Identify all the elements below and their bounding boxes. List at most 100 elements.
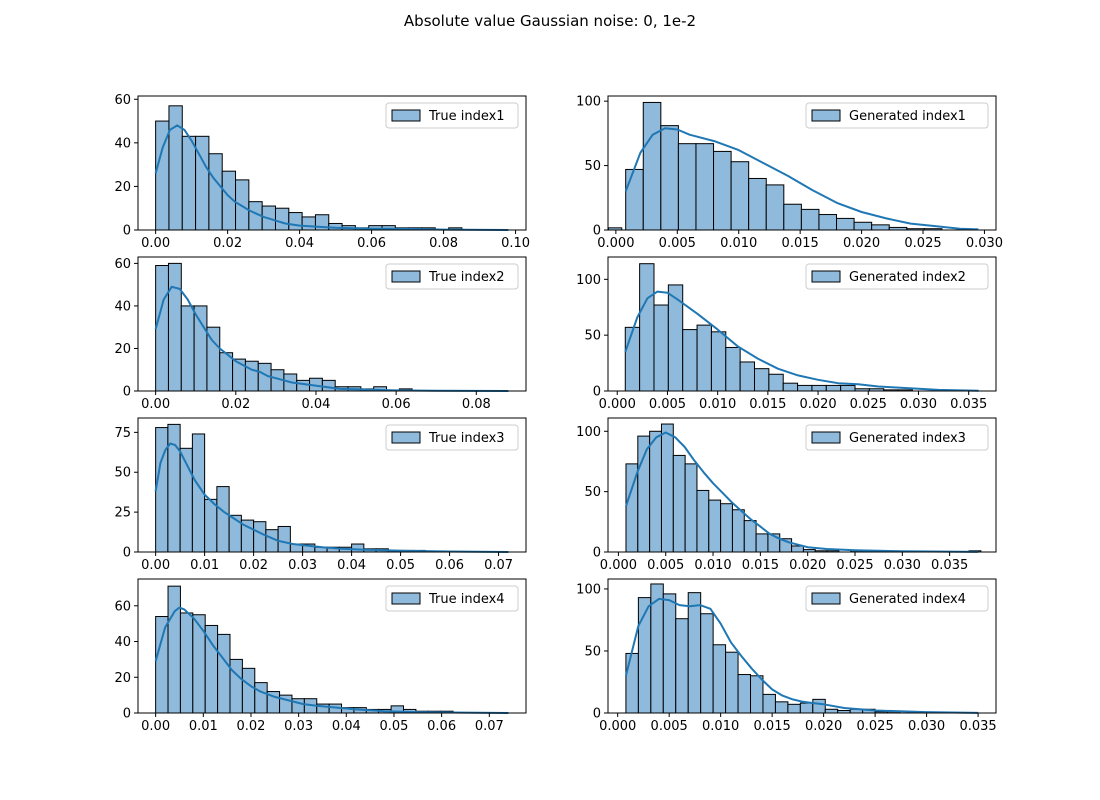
legend-label: Generated index1 (849, 109, 966, 124)
kde-line (154, 606, 509, 714)
histogram-bar (799, 702, 814, 714)
histogram-bar (179, 612, 194, 714)
histogram-bar (217, 633, 231, 714)
histogram-bar (254, 682, 268, 714)
histogram-bar (637, 435, 651, 553)
histogram-bar (204, 498, 218, 553)
histogram-bar (748, 177, 767, 231)
x-tick-label: 0.08 (429, 236, 458, 251)
y-tick-label: 40 (114, 136, 131, 151)
y-tick-label: 0 (593, 385, 601, 400)
y-tick-label: 20 (114, 180, 131, 195)
x-tick-label: 0.000 (599, 397, 636, 412)
x-tick-label: 0.015 (782, 236, 819, 251)
x-tick-label: 0.00 (141, 558, 170, 573)
histogram-bar (244, 360, 259, 392)
histogram-bar (155, 265, 169, 392)
y-tick-label: 0 (123, 385, 131, 400)
y-tick-label: 40 (114, 299, 131, 314)
histogram-bar (818, 214, 838, 231)
histogram-bar (712, 644, 727, 714)
histogram-bar (787, 703, 801, 714)
legend-swatch (391, 592, 421, 605)
axes-frame (137, 417, 527, 553)
histogram-bar (193, 305, 208, 392)
histogram-bar (797, 384, 813, 392)
histogram-bar (235, 179, 250, 231)
histogram-bar (708, 499, 722, 553)
histogram-bar (253, 521, 267, 553)
subplot-4: 0.000 0.005 0.010 0.015 0.020 0.025 0.030 0.035… (576, 256, 997, 412)
histogram-bar (208, 153, 223, 231)
x-tick-label: 0.00 (141, 719, 170, 734)
legend-box (385, 263, 519, 290)
kde-line (154, 442, 509, 553)
histogram-bar (274, 207, 290, 231)
x-tick-label: 0.005 (649, 397, 686, 412)
legend-label: True index1 (428, 109, 505, 124)
y-tick-label: 50 (584, 329, 601, 344)
legend-box (805, 263, 989, 290)
x-tick-label: 0.025 (850, 397, 887, 412)
histogram-bar (720, 503, 733, 553)
histogram-bar (660, 423, 674, 553)
y-tick-label: 50 (114, 466, 131, 481)
x-tick-label: 0.010 (699, 397, 736, 412)
histogram-bar (836, 217, 855, 231)
y-tick-label: 20 (114, 671, 131, 686)
kde-line (624, 290, 979, 392)
axes-frame (137, 95, 527, 231)
y-tick-label: 60 (114, 599, 131, 614)
x-tick-label: 0.025 (904, 236, 941, 251)
subplot-1: 0.00 0.02 0.04 0.06 0.08 0.10 0 20 40 60 True inde… (114, 93, 822, 251)
x-tick-label: 0.035 (931, 558, 968, 573)
histogram-bar (739, 361, 756, 392)
subplot-6: 0.000 0.005 0.010 0.015 0.020 0.025 0.030 0.035… (576, 417, 997, 573)
histogram-bar (824, 708, 839, 714)
histogram-bar (825, 384, 842, 392)
axes-frame (607, 256, 997, 392)
histogram-bar (662, 593, 677, 714)
subplot-7: 0.00 0.01 0.02 0.03 0.04 0.05 0.06 0.07 0 20 40 60 T… (114, 578, 527, 734)
histogram-bar (695, 143, 715, 231)
x-tick-label: 0.02 (236, 719, 265, 734)
histogram-bar (765, 184, 785, 231)
axes-frame (607, 95, 997, 231)
x-tick-label: 0.005 (659, 236, 696, 251)
histogram-bar (725, 346, 741, 392)
legend-box (805, 424, 989, 451)
histogram-bar (853, 221, 873, 231)
histogram-bar (653, 304, 669, 392)
histogram-bar (696, 324, 712, 392)
legend-box (385, 585, 519, 612)
y-tick-label: 60 (114, 257, 131, 272)
y-tick-label: 100 (576, 273, 601, 288)
legend-swatch (391, 270, 421, 283)
x-tick-label: 0.035 (950, 397, 987, 412)
x-tick-label: 0.015 (749, 397, 786, 412)
y-tick-label: 50 (584, 485, 601, 500)
kde-line (625, 431, 979, 553)
histogram-bar (675, 618, 689, 714)
histogram-bar (840, 384, 856, 392)
legend-swatch (811, 431, 841, 444)
histogram-bar (660, 125, 679, 231)
y-tick-label: 60 (114, 93, 131, 108)
legend-box (805, 585, 989, 612)
legend-swatch (391, 109, 421, 122)
x-tick-label: 0.06 (382, 397, 411, 412)
histogram-bar (774, 701, 789, 714)
histogram-bar (684, 463, 698, 553)
histogram-bar (811, 384, 827, 392)
x-tick-label: 0.010 (702, 719, 739, 734)
subplot-3: 0.00 0.02 0.04 0.06 0.08 0 20 40 60 True index2 (114, 256, 527, 412)
histogram-bar (625, 652, 639, 714)
y-tick-label: 20 (114, 342, 131, 357)
axes-frame (607, 417, 997, 553)
histogram-bar (642, 101, 662, 231)
x-tick-label: 0.04 (332, 719, 361, 734)
subplot-8: 0.000 0.005 0.010 0.015 0.020 0.025 0.030 0.035… (576, 578, 997, 734)
histogram-bar (155, 427, 169, 553)
x-tick-label: 0.06 (357, 236, 386, 251)
histogram-bar (228, 514, 242, 553)
